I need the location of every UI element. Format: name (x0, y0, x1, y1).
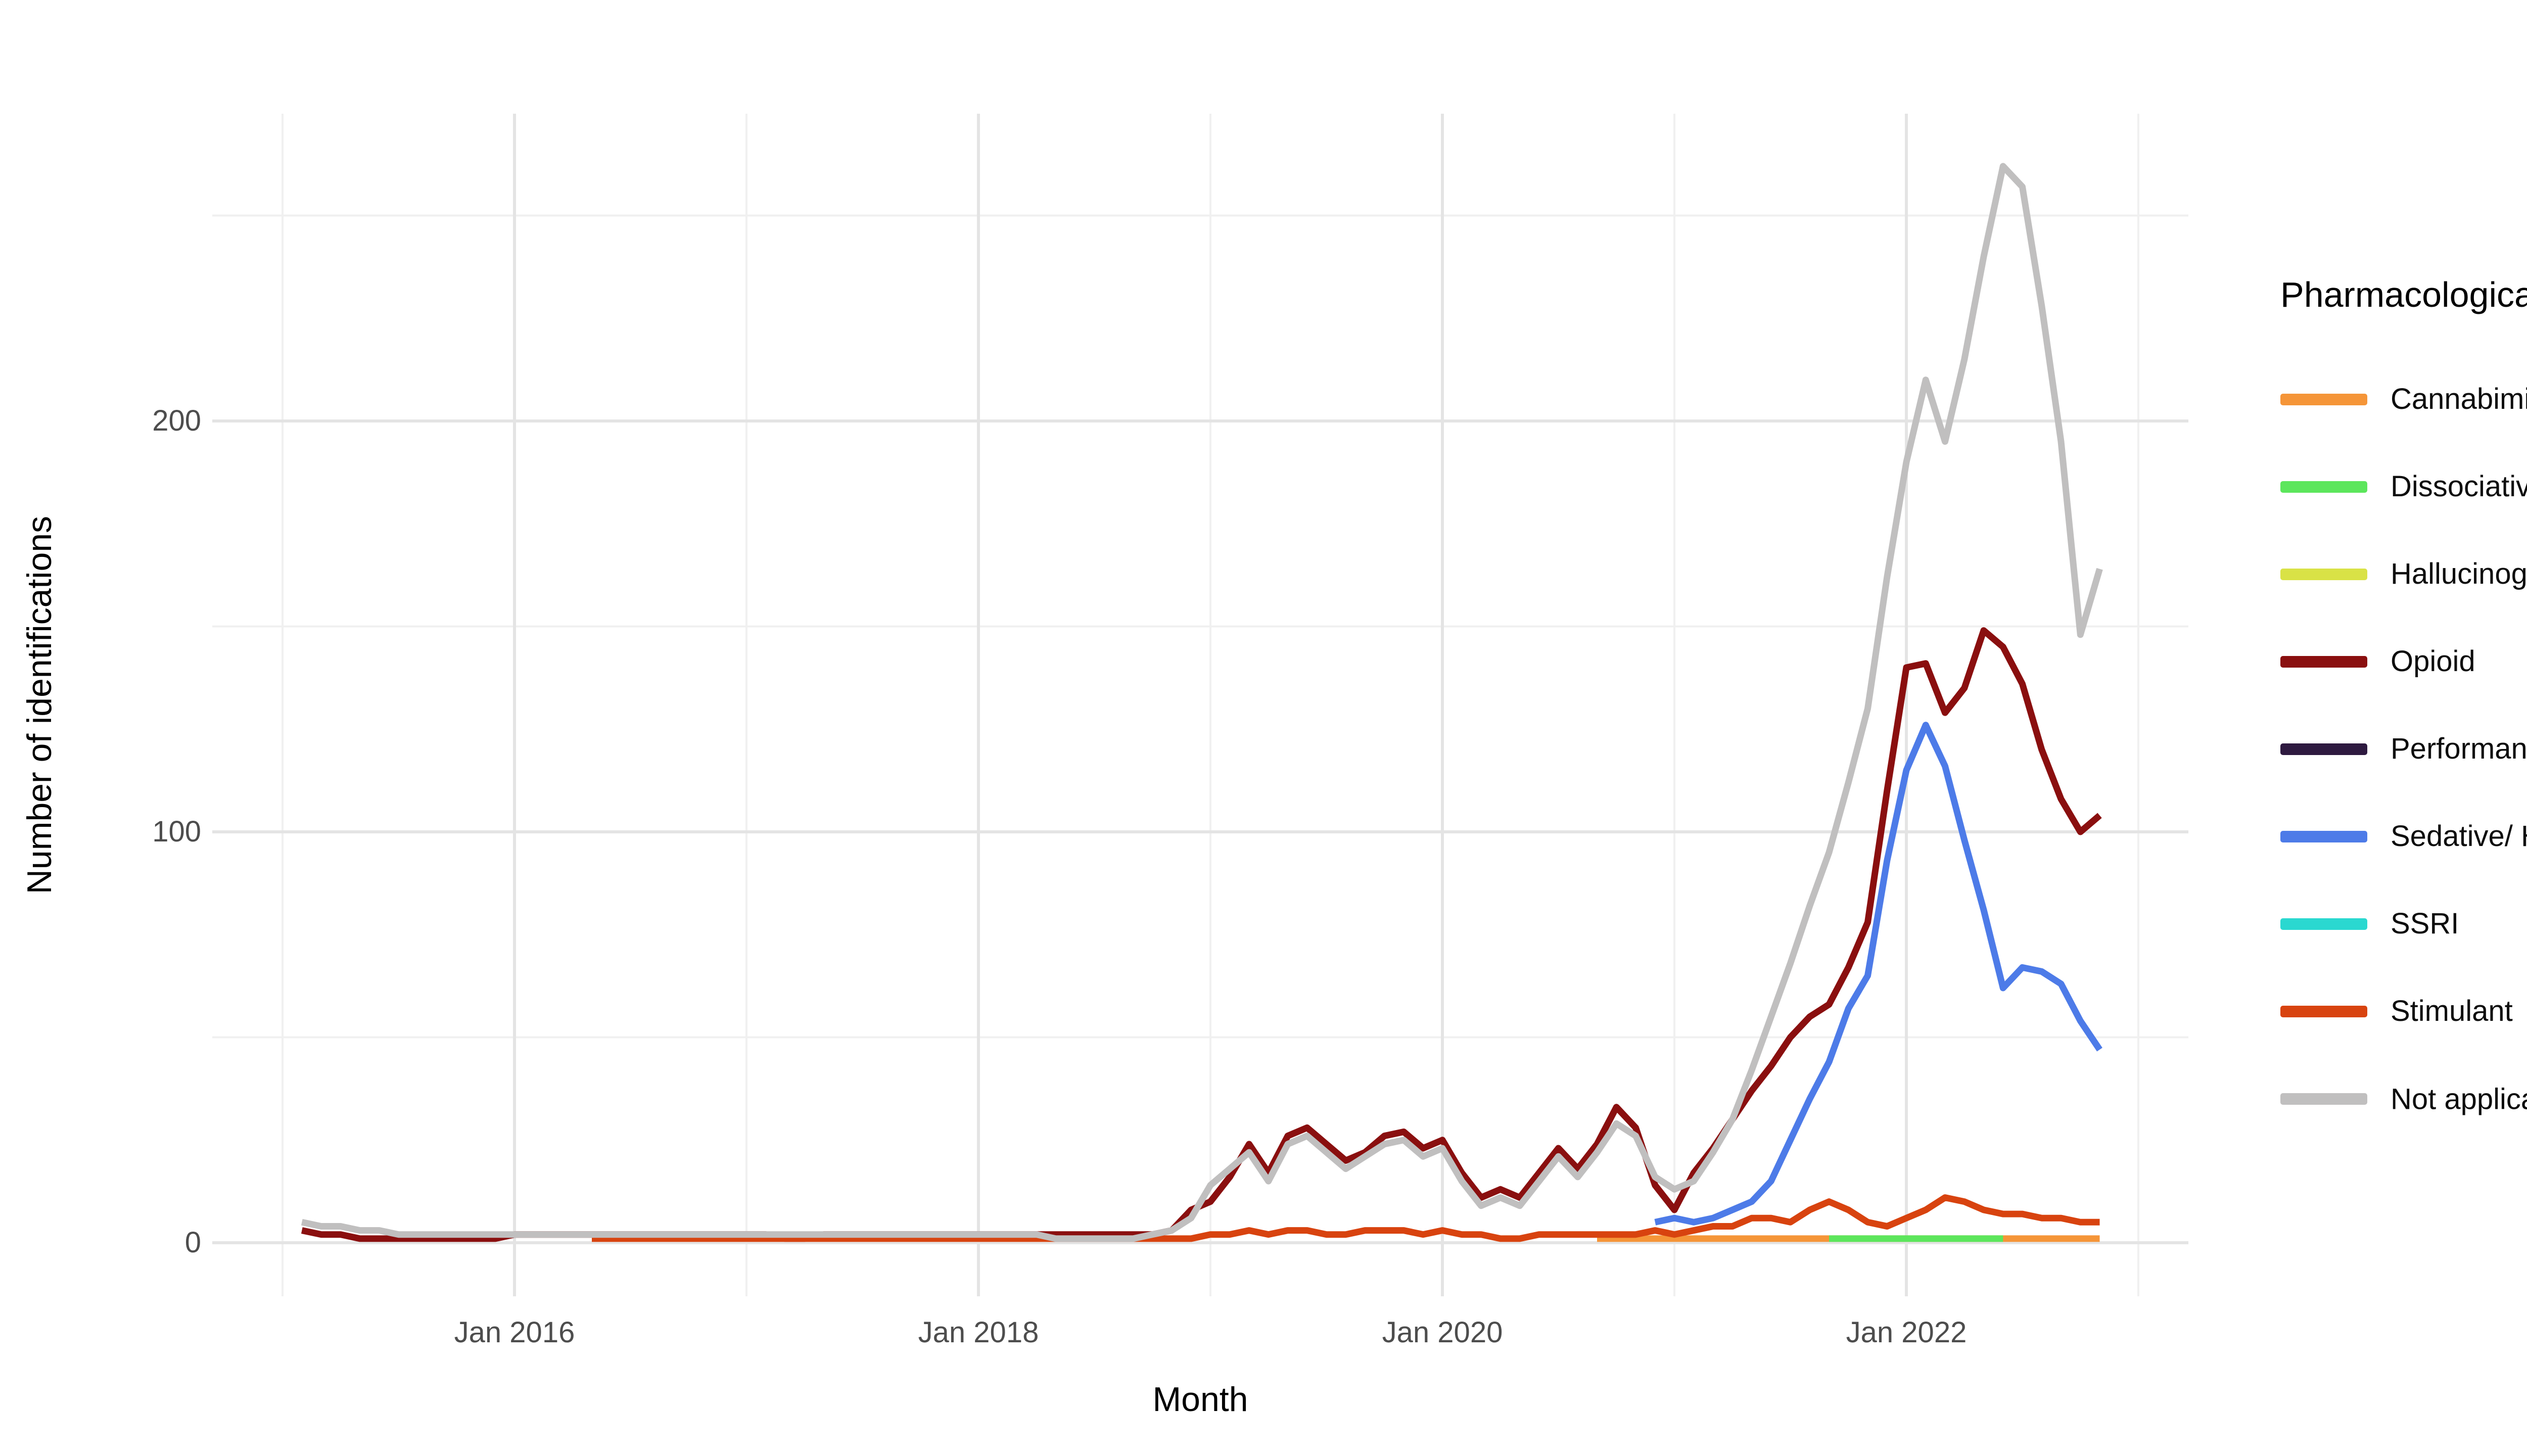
legend-entry-dissociative: Dissociative (2280, 464, 2527, 509)
legend-swatch-opioid (2280, 655, 2367, 668)
legend-swatch-stimulant (2280, 1005, 2367, 1017)
series-line-opioid (301, 627, 2102, 1242)
series-line-stimulant (592, 1194, 2100, 1242)
y-tick-label-0: 0 (184, 1226, 201, 1259)
legend-swatch-not-applicable (2280, 1093, 2367, 1105)
series-line-sedative-hypnotic (1654, 722, 2102, 1226)
x-tick-label-jan-2022: Jan 2022 (1846, 1316, 1967, 1349)
legend-label: Stimulant (2391, 995, 2513, 1027)
legend-entry-cannabimimetic: Cannabimimetic (2280, 377, 2527, 422)
legend-label: Not applicable§ (2391, 1083, 2527, 1116)
legend-swatch-dissociative (2280, 481, 2367, 493)
legend-entry-ssri: SSRI (2280, 901, 2459, 947)
y-axis-title: Number of identifications (20, 515, 59, 895)
legend-label: Performance enhancer (2391, 732, 2527, 765)
legend-swatch-cannabimimetic (2280, 393, 2367, 405)
series-line-not-applicable (301, 163, 2103, 1242)
legend-entry-sedative-hypnotic: Sedative/ Hypnotic (2280, 814, 2527, 859)
x-tick-label-jan-2018: Jan 2018 (918, 1316, 1039, 1349)
legend-entry-stimulant: Stimulant (2280, 989, 2513, 1034)
legend-swatch-performance-enhancer (2280, 743, 2367, 755)
legend-entry-opioid: Opioid (2280, 639, 2475, 684)
y-tick-label-200: 200 (152, 404, 201, 437)
legend-label: Hallucinogen (2391, 557, 2527, 590)
legend-entry-performance-enhancer: Performance enhancer (2280, 726, 2527, 772)
legend-label: Cannabimimetic (2391, 383, 2527, 415)
x-tick-label-jan-2020: Jan 2020 (1382, 1316, 1503, 1349)
x-tick-label-jan-2016: Jan 2016 (454, 1316, 575, 1349)
legend-label: Dissociative (2391, 470, 2527, 503)
legend-swatch-ssri (2280, 918, 2367, 930)
y-tick-label-100: 100 (152, 815, 201, 848)
legend-entry-hallucinogen: Hallucinogen (2280, 551, 2527, 597)
legend-entry-not-applicable: Not applicable§ (2280, 1076, 2527, 1121)
legend-label: Opioid (2391, 645, 2475, 678)
legend-label: SSRI (2391, 907, 2459, 940)
x-axis-title: Month (1152, 1380, 1248, 1419)
legend-label: Sedative/ Hypnotic (2391, 820, 2527, 853)
legend-title: Pharmacological Class (2280, 275, 2527, 314)
legend-swatch-hallucinogen (2280, 568, 2367, 580)
legend-swatch-sedative-hypnotic (2280, 830, 2367, 842)
